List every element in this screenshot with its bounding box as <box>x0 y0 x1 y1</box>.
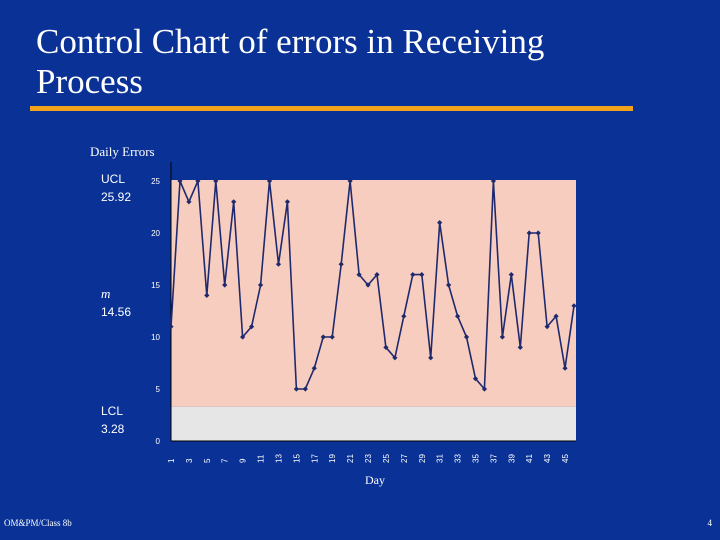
x-tick-label: 1 <box>167 458 176 463</box>
data-point <box>329 334 335 340</box>
lcl-label: LCL <box>101 404 123 418</box>
x-axis-label: Day <box>365 473 385 487</box>
ucl-label: UCL <box>101 172 125 186</box>
data-point <box>374 272 380 278</box>
data-point <box>490 178 496 184</box>
x-tick-label: 5 <box>203 458 212 463</box>
x-tick-label: 41 <box>525 454 534 463</box>
data-point <box>472 376 479 382</box>
data-point <box>347 178 353 184</box>
data-point <box>320 334 326 340</box>
x-tick-label: 25 <box>382 454 391 463</box>
x-tick-label: 35 <box>471 454 480 463</box>
data-point <box>446 282 452 288</box>
data-point <box>517 344 523 350</box>
x-tick-label: 17 <box>310 454 319 463</box>
mean-value: 14.56 <box>101 305 131 319</box>
x-tick-label: 21 <box>346 454 355 463</box>
data-point <box>213 178 219 184</box>
data-point <box>392 355 398 361</box>
data-point <box>231 199 237 205</box>
data-point <box>526 230 532 236</box>
title-underline <box>30 106 633 111</box>
below-lcl-band <box>171 406 576 441</box>
y-tick-label: 25 <box>151 177 160 186</box>
y-tick-label: 5 <box>156 385 161 394</box>
data-point <box>562 365 568 371</box>
data-point <box>338 261 344 267</box>
data-point <box>571 303 577 309</box>
data-point <box>481 386 488 392</box>
x-tick-label: 43 <box>543 454 552 463</box>
x-tick-label: 37 <box>489 454 498 463</box>
data-point <box>437 220 443 226</box>
x-tick-label: 33 <box>454 454 463 463</box>
y-tick-label: 20 <box>151 229 160 238</box>
data-point <box>293 386 299 392</box>
data-point <box>266 178 273 184</box>
data-point <box>204 292 210 298</box>
x-tick-label: 7 <box>221 458 230 463</box>
data-point <box>401 313 407 319</box>
data-point <box>365 282 371 288</box>
y-tick-label: 15 <box>151 281 160 290</box>
data-point <box>275 261 282 267</box>
chart-title: Daily Errors <box>90 144 155 159</box>
x-tick-label: 13 <box>274 454 283 463</box>
data-point <box>428 355 434 361</box>
data-point <box>177 178 183 184</box>
data-point <box>419 272 425 278</box>
data-point <box>186 199 192 205</box>
footer-course-label: OM&PM/Class 8b <box>4 518 72 528</box>
data-point <box>553 313 559 319</box>
data-point <box>544 324 550 330</box>
data-point <box>195 178 201 184</box>
lcl-value: 3.28 <box>101 422 125 436</box>
x-tick-label: 29 <box>418 454 427 463</box>
data-point <box>302 386 308 392</box>
y-tick-labels: 0 5 10 15 20 25 <box>151 177 160 446</box>
mean-label: m <box>101 286 110 301</box>
data-point <box>311 365 317 371</box>
x-tick-label: 27 <box>400 454 409 463</box>
data-point <box>463 334 470 340</box>
data-point <box>383 344 389 350</box>
x-tick-label: 19 <box>328 454 337 463</box>
page-number: 4 <box>707 518 713 528</box>
data-point <box>240 334 246 340</box>
data-point <box>499 334 505 340</box>
series-line <box>170 180 575 392</box>
slide-title: Control Chart of errors in Receiving Pro… <box>36 22 545 101</box>
x-tick-label: 9 <box>239 458 248 463</box>
x-tick-label: 23 <box>364 454 373 463</box>
x-tick-label: 39 <box>507 454 516 463</box>
data-point <box>257 282 264 288</box>
x-tick-label: 11 <box>257 454 266 463</box>
data-points <box>168 178 577 392</box>
data-point <box>508 272 514 278</box>
data-point <box>284 199 291 205</box>
data-point <box>249 324 255 330</box>
x-tick-label: 3 <box>185 458 194 463</box>
x-tick-labels: 1 3 5 7 9 11 13 15 17 19 21 23 25 27 29 31 33 35 37 39 41 43 4… <box>167 454 570 463</box>
y-tick-label: 0 <box>156 437 161 446</box>
ucl-value: 25.92 <box>101 190 131 204</box>
data-point <box>168 324 174 330</box>
data-point <box>410 272 416 278</box>
data-point <box>535 230 541 236</box>
data-point <box>222 282 228 288</box>
y-tick-label: 10 <box>151 333 160 342</box>
x-tick-label: 45 <box>561 454 570 463</box>
x-tick-label: 31 <box>436 454 445 463</box>
data-point <box>356 272 362 278</box>
data-point <box>454 313 461 319</box>
x-tick-label: 15 <box>292 454 301 463</box>
